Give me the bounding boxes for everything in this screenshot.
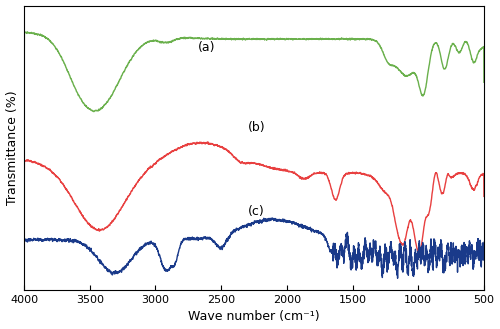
X-axis label: Wave number (cm⁻¹): Wave number (cm⁻¹)	[188, 311, 320, 323]
Y-axis label: Transmittance (%): Transmittance (%)	[6, 90, 18, 205]
Text: (a): (a)	[198, 41, 215, 54]
Text: (c): (c)	[248, 205, 264, 218]
Text: (b): (b)	[248, 121, 265, 134]
